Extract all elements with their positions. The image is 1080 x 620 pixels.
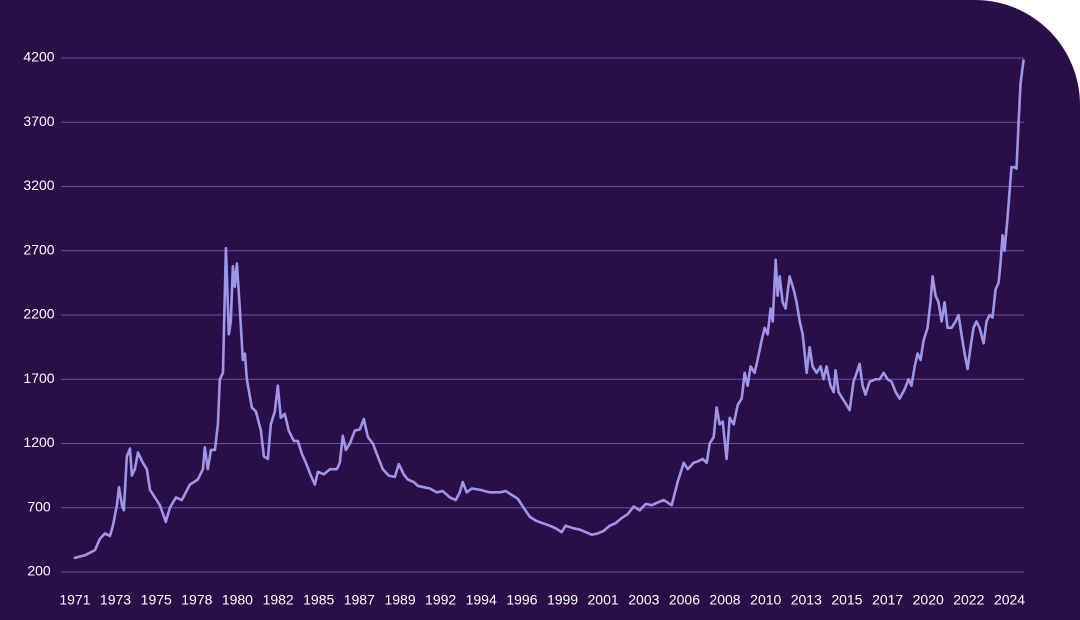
x-tick-label: 2024	[994, 592, 1025, 608]
x-tick-label: 1992	[425, 592, 456, 608]
x-tick-label: 2008	[709, 592, 740, 608]
x-tick-label: 2020	[913, 592, 944, 608]
x-tick-label: 2003	[628, 592, 659, 608]
y-tick-label: 4200	[23, 49, 54, 65]
y-tick-label: 2700	[23, 241, 54, 257]
y-tick-label: 3700	[23, 113, 54, 129]
y-tick-label: 200	[27, 563, 51, 579]
x-tick-label: 1980	[222, 592, 253, 608]
y-tick-label: 3200	[23, 177, 54, 193]
x-tick-label: 1978	[181, 592, 212, 608]
x-tick-label: 1985	[303, 592, 334, 608]
x-tick-label: 1987	[344, 592, 375, 608]
y-tick-label: 1200	[23, 434, 54, 450]
x-tick-label: 1999	[547, 592, 578, 608]
x-tick-label: 1975	[141, 592, 172, 608]
y-tick-label: 2200	[23, 306, 54, 322]
x-tick-label: 1996	[506, 592, 537, 608]
x-tick-label: 2022	[953, 592, 984, 608]
x-tick-label: 2010	[750, 592, 781, 608]
x-tick-label: 2001	[588, 592, 619, 608]
y-tick-label: 1700	[23, 370, 54, 386]
x-tick-label: 1989	[384, 592, 415, 608]
price-line	[73, 59, 1025, 560]
x-tick-label: 2015	[831, 592, 862, 608]
x-tick-label: 2006	[669, 592, 700, 608]
x-tick-label: 1971	[59, 592, 90, 608]
x-tick-label: 2013	[791, 592, 822, 608]
x-tick-label: 1973	[100, 592, 131, 608]
x-tick-label: 1994	[466, 592, 497, 608]
x-tick-label: 1982	[263, 592, 294, 608]
y-tick-label: 700	[27, 498, 51, 514]
x-tick-label: 2017	[872, 592, 903, 608]
